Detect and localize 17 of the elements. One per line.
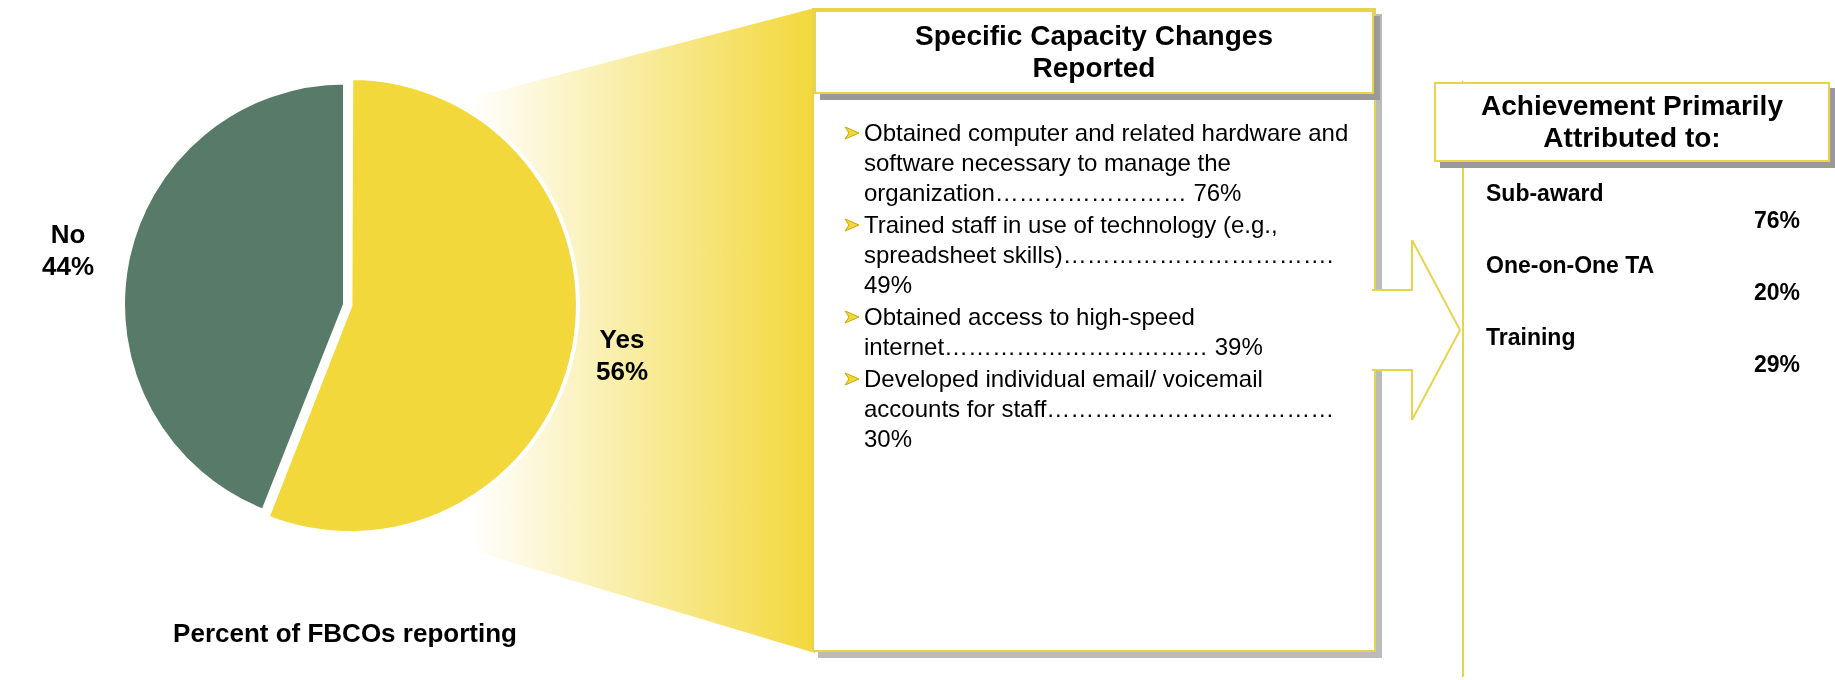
slice-label: No	[50, 218, 86, 249]
text: Sub-award	[1486, 180, 1605, 207]
text: Training	[1486, 324, 1577, 351]
text: Percent of FBCOs reporting	[173, 617, 517, 648]
slice-label: Yes	[599, 324, 645, 355]
text: Developed individual email/ voicemail accounts for staff……………………………… 30%	[864, 364, 1336, 454]
text: One-on-One TA	[1486, 252, 1656, 279]
data-label: 56%	[595, 356, 649, 387]
text: Achievement Primarily Attributed to:	[1434, 82, 1830, 162]
text: 76%	[1753, 207, 1800, 234]
text: Obtained computer and related hardware and software necessary to manage the organization…………………… 76%	[864, 118, 1350, 208]
text: 20%	[1753, 279, 1800, 306]
data-label: 44%	[41, 250, 95, 281]
text: Specific Capacity Changes Reported	[814, 10, 1374, 94]
text: Trained staff in use of technology (e.g., spreadsheet skills)……………………………. 49%	[864, 210, 1335, 300]
text: 29%	[1753, 351, 1800, 378]
text: Obtained access to high-speed internet…………………………… 39%	[864, 302, 1264, 362]
